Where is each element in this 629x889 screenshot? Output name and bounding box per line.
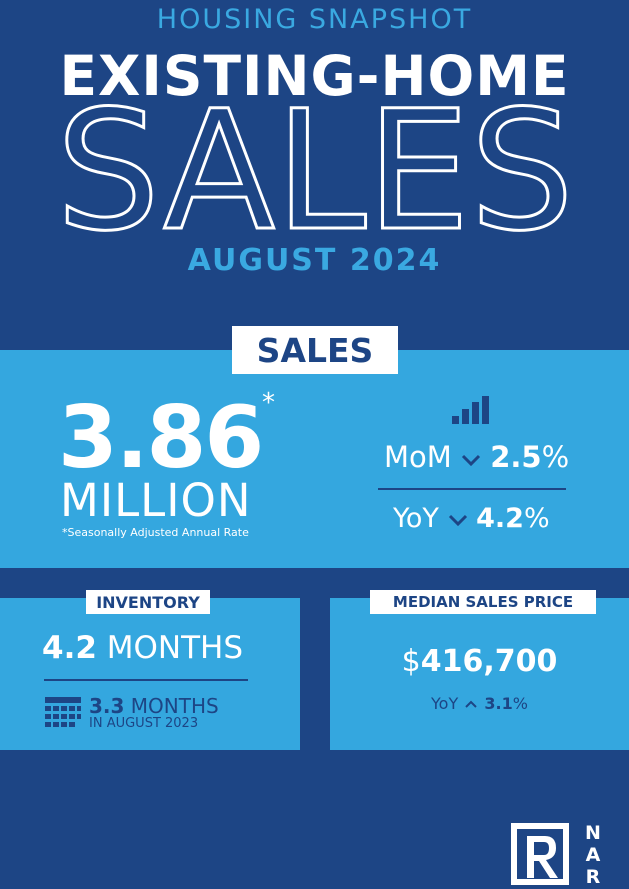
yoy-unit: % [512, 694, 528, 713]
divider [44, 679, 248, 681]
sales-unit: MILLION [60, 474, 252, 527]
asterisk: * [262, 388, 275, 418]
value: 4.2 [42, 630, 97, 666]
currency: $ [401, 644, 421, 679]
mom-label: MoM [384, 440, 452, 474]
unit: MONTHS [106, 630, 244, 666]
divider [378, 488, 566, 490]
inventory-tag: INVENTORY [86, 590, 210, 614]
price-box [330, 598, 629, 750]
sales-note: *Seasonally Adjusted Annual Rate [62, 526, 249, 539]
yoy-unit: % [523, 503, 550, 534]
inventory-value: 4.2 MONTHS [42, 630, 243, 666]
logo-mark [511, 823, 569, 885]
price-yoy: YoY 3.1% [330, 694, 629, 713]
yoy-label: YoY [431, 694, 459, 713]
logo-letter: R [585, 866, 601, 888]
big-title: SALES [56, 100, 574, 240]
price-tag: MEDIAN SALES PRICE [370, 590, 596, 614]
yoy-value: 4.2 [476, 503, 524, 534]
down-chevron [461, 454, 481, 467]
prior: 3.3 MONTHS [89, 694, 219, 718]
mom: MoM 2.5% [384, 440, 569, 474]
prior-unit: MONTHS [130, 694, 219, 718]
down-chevron [448, 514, 467, 527]
yoy-value: 3.1 [484, 694, 513, 713]
big-word: SALES [55, 100, 576, 240]
prior-when: IN AUGUST 2023 [89, 716, 199, 731]
yoy: YoY 4.2% [393, 503, 550, 534]
calendar-icon [45, 697, 81, 727]
yoy-label: YoY [393, 503, 439, 534]
logo-letters: N A R [583, 822, 603, 888]
bars-icon [452, 396, 489, 424]
sales-value: 3.86 [58, 388, 264, 488]
mom-value: 2.5 [490, 440, 542, 474]
up-chevron [465, 700, 478, 708]
kicker: HOUSING SNAPSHOT [156, 4, 473, 35]
title: EXISTING-HOME [59, 44, 570, 108]
mom-unit: % [541, 440, 570, 474]
price-value: $416,700 [330, 644, 629, 679]
sales-band [0, 350, 629, 568]
period: AUGUST 2024 [187, 243, 442, 278]
logo-letter: A [585, 844, 601, 866]
logo-letter: N [585, 822, 601, 844]
sales-tag: SALES [232, 326, 398, 374]
prior-value: 3.3 [89, 694, 125, 718]
value: 416,700 [420, 644, 558, 679]
